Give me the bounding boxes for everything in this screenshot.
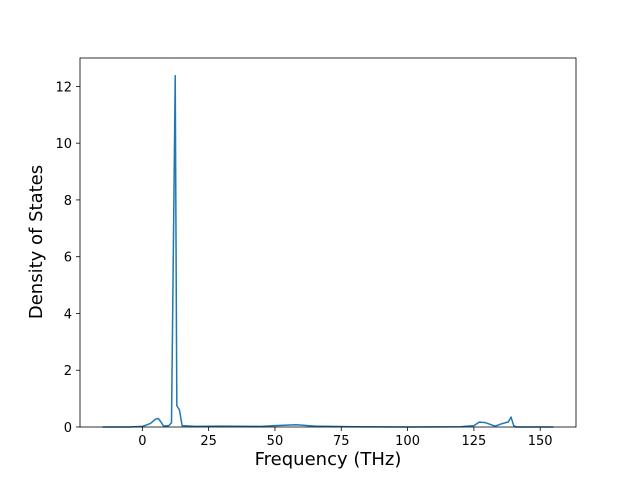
y-tick-label: 4 bbox=[64, 307, 72, 322]
x-tick-label: 125 bbox=[461, 434, 486, 449]
data-line bbox=[102, 74, 554, 428]
x-tick-label: 75 bbox=[333, 434, 350, 449]
x-tick-label: 25 bbox=[200, 434, 217, 449]
y-tick-label: 0 bbox=[64, 421, 72, 436]
x-tick-label: 0 bbox=[138, 434, 146, 449]
x-tick-label: 100 bbox=[395, 434, 420, 449]
y-tick-label: 12 bbox=[55, 80, 72, 95]
x-tick-label: 50 bbox=[267, 434, 284, 449]
plot-frame bbox=[79, 57, 577, 428]
y-tick-label: 2 bbox=[64, 364, 72, 379]
y-tick-label: 10 bbox=[55, 137, 72, 152]
x-tick-label: 150 bbox=[528, 434, 553, 449]
y-tick-label: 8 bbox=[64, 194, 72, 209]
y-axis-label: Density of States bbox=[26, 165, 47, 319]
y-tick-label: 6 bbox=[64, 251, 72, 266]
x-axis-label: Frequency (THz) bbox=[255, 449, 402, 470]
